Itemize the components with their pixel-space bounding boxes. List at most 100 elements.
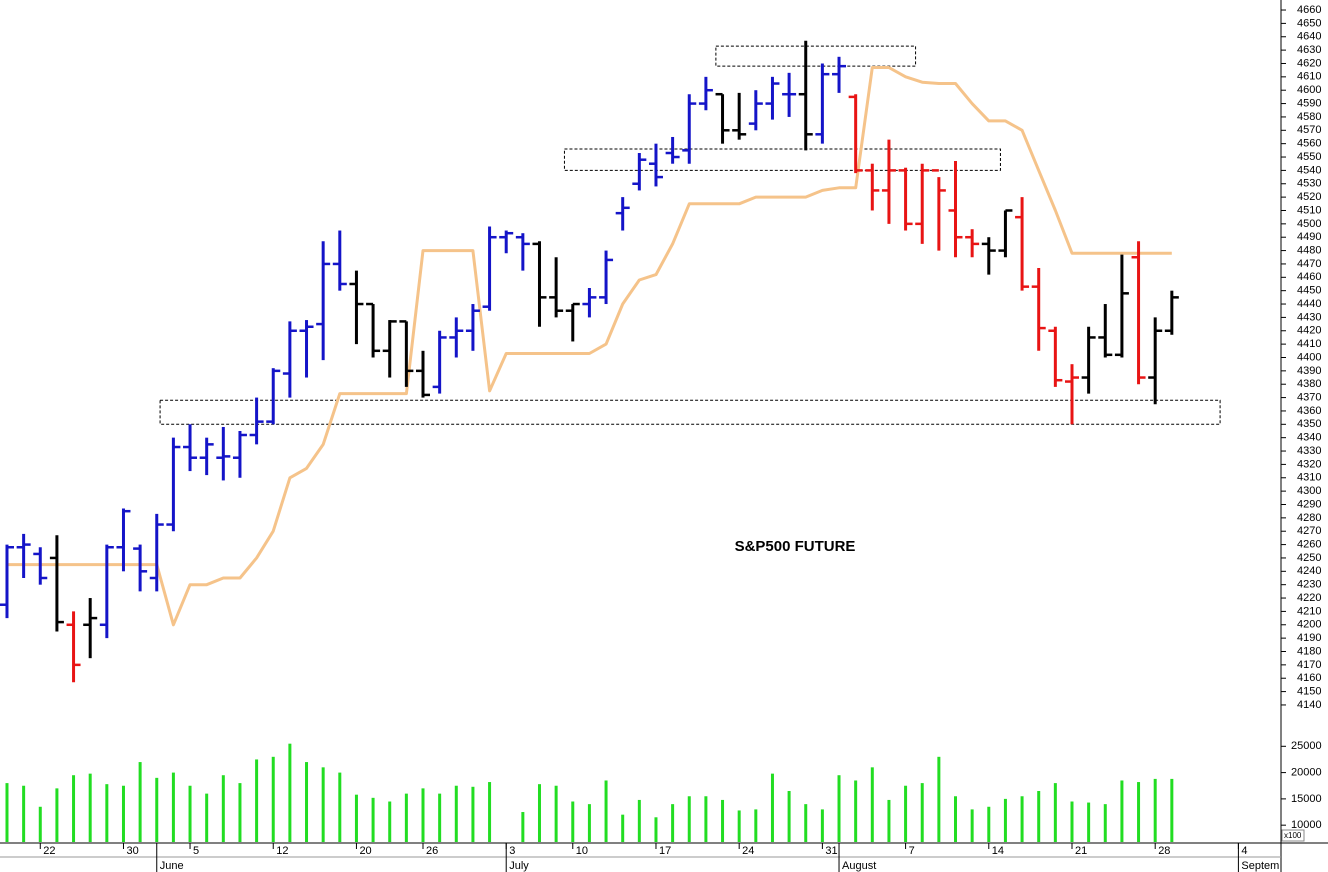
volume-bar: [937, 756, 941, 842]
volume-bar: [987, 806, 991, 842]
volume-bar: [1153, 778, 1157, 842]
y-tick-label: 4280: [1297, 512, 1321, 524]
y-tick-label: 4540: [1297, 164, 1321, 176]
y-tick-label: 4430: [1297, 311, 1321, 323]
volume-bar: [421, 788, 425, 842]
volume-bar: [1120, 780, 1124, 842]
x-tick-label: 28: [1158, 845, 1170, 857]
volume-bar: [920, 783, 924, 842]
y-tick-label: 4250: [1297, 552, 1321, 564]
volume-bar: [488, 782, 492, 842]
y-tick-label: 4500: [1297, 218, 1321, 230]
volume-tick-label: 15000: [1291, 793, 1322, 805]
x-tick-label: 4: [1241, 845, 1247, 857]
volume-bar: [371, 797, 375, 842]
volume-bar: [221, 775, 225, 842]
volume-bar: [604, 780, 608, 842]
volume-bar: [1053, 783, 1057, 842]
volume-bar: [205, 793, 209, 842]
y-tick-label: 4390: [1297, 365, 1321, 377]
volume-tick-label: 20000: [1291, 766, 1322, 778]
volume-bar: [354, 794, 358, 842]
y-tick-label: 4260: [1297, 538, 1321, 550]
x-tick-label: 31: [825, 845, 837, 857]
y-tick-label: 4140: [1297, 699, 1321, 711]
volume-bar: [471, 786, 475, 842]
volume-bar: [155, 777, 159, 842]
y-tick-label: 4210: [1297, 605, 1321, 617]
y-tick-label: 4520: [1297, 191, 1321, 203]
volume-bar: [288, 743, 292, 842]
volume-bar: [837, 775, 841, 842]
y-tick-label: 4380: [1297, 378, 1321, 390]
y-tick-label: 4410: [1297, 338, 1321, 350]
y-tick-label: 4490: [1297, 231, 1321, 243]
y-tick-label: 4290: [1297, 498, 1321, 510]
y-tick-label: 4660: [1297, 4, 1321, 16]
volume-bar: [321, 767, 325, 842]
volume-bar: [820, 809, 824, 842]
y-tick-label: 4450: [1297, 285, 1321, 297]
volume-bar: [171, 772, 175, 842]
volume-bar: [637, 799, 641, 842]
volume-bar: [1087, 802, 1091, 842]
volume-bar: [887, 799, 891, 842]
x-tick-label: 30: [126, 845, 138, 857]
y-tick-label: 4240: [1297, 565, 1321, 577]
volume-bar: [787, 790, 791, 842]
volume-bar: [1170, 778, 1174, 842]
volume-bar: [737, 810, 741, 842]
y-tick-label: 4180: [1297, 645, 1321, 657]
x-tick-label: 14: [992, 845, 1004, 857]
volume-bar: [587, 804, 591, 842]
volume-bar: [72, 775, 76, 842]
y-tick-label: 4230: [1297, 579, 1321, 591]
x-tick-label: 12: [276, 845, 288, 857]
volume-bar: [521, 812, 525, 842]
volume-tick-label: 25000: [1291, 740, 1322, 752]
volume-bar: [1037, 790, 1041, 842]
y-tick-label: 4300: [1297, 485, 1321, 497]
y-tick-label: 4440: [1297, 298, 1321, 310]
x-tick-label: 17: [659, 845, 671, 857]
volume-bar: [404, 793, 408, 842]
volume-bar: [105, 784, 109, 842]
y-tick-label: 4590: [1297, 97, 1321, 109]
x-tick-label: 10: [576, 845, 588, 857]
volume-bar: [704, 796, 708, 842]
volume-bar: [904, 785, 908, 842]
trailing-line: [7, 66, 1172, 627]
volume-bar: [338, 772, 342, 842]
y-tick-label: 4150: [1297, 685, 1321, 697]
x-tick-label: 21: [1075, 845, 1087, 857]
volume-bar: [138, 762, 142, 842]
chart-annotation: S&P500 FUTURE: [735, 538, 856, 555]
x-tick-label: 7: [909, 845, 915, 857]
volume-bar: [770, 773, 774, 842]
volume-bar: [970, 809, 974, 842]
volume-bar: [870, 767, 874, 842]
volume-bar: [554, 785, 558, 842]
volume-bar: [255, 759, 259, 842]
x-tick-label: 26: [426, 845, 438, 857]
volume-bar: [388, 801, 392, 842]
volume-bar: [188, 785, 192, 842]
volume-bar: [754, 809, 758, 842]
volume-bar: [55, 788, 59, 842]
volume-bar: [1020, 796, 1024, 842]
y-tick-label: 4350: [1297, 418, 1321, 430]
y-tick-label: 4420: [1297, 325, 1321, 337]
volume-tick-label: 10000: [1291, 819, 1322, 831]
volume-bar: [954, 796, 958, 842]
y-tick-label: 4640: [1297, 31, 1321, 43]
volume-bar: [5, 783, 9, 842]
y-tick-label: 4310: [1297, 472, 1321, 484]
x-tick-label: 3: [509, 845, 515, 857]
volume-bar: [537, 784, 541, 842]
y-tick-label: 4190: [1297, 632, 1321, 644]
y-tick-label: 4200: [1297, 619, 1321, 631]
volume-bar: [121, 785, 125, 842]
y-tick-label: 4330: [1297, 445, 1321, 457]
month-label: July: [509, 860, 529, 872]
